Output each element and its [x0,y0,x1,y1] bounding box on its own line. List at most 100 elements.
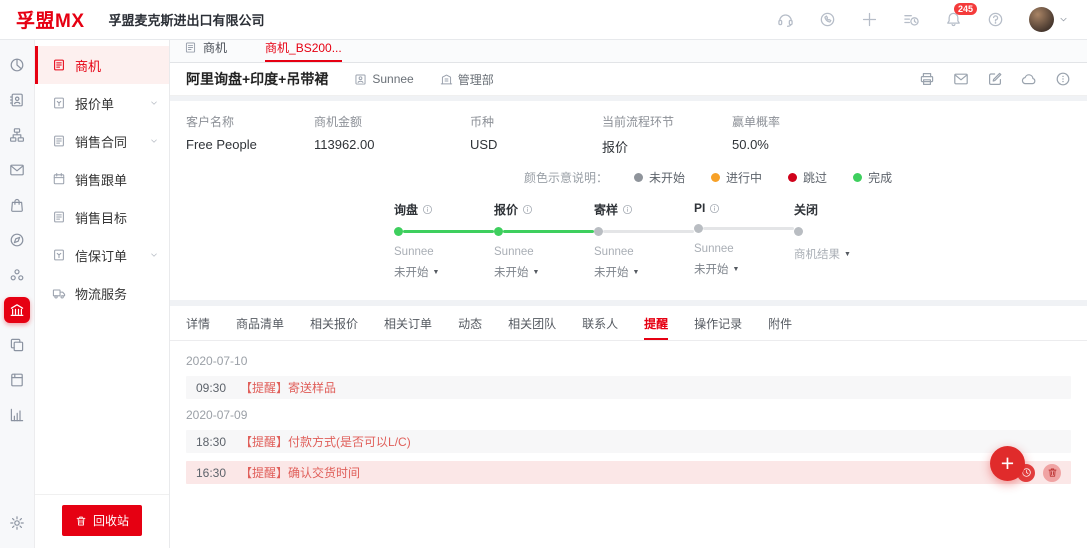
detail-tab[interactable]: 相关团队 [508,317,557,331]
delete-reminder-icon[interactable] [1043,463,1061,482]
menu-doc-icon [52,58,66,72]
menu-doc-icon [52,96,66,110]
menu-doc-icon [52,210,66,224]
company-name: 孚盟麦克斯进出口有限公司 [108,13,265,28]
step-status-dropdown[interactable]: 未开始 ▼ [594,267,640,279]
info-icon[interactable] [622,204,633,215]
doc-icon [184,41,197,54]
print-icon[interactable] [919,71,935,87]
step-dot [394,227,403,236]
mail-icon[interactable] [4,157,30,183]
detail-panel: 详情 商品清单 相关报价 相关订单 动态 相关团队 联系人 提醒 操作记录 附件 2020-07-… [170,306,1087,548]
reminder-row[interactable]: 18:30 【提醒】付款方式(是否可以L/C) [186,430,1071,453]
step-dot [794,227,803,236]
process-step: PI Sunnee 未开始 ▼ [694,201,794,280]
detail-tab[interactable]: 附件 [768,317,793,331]
detail-tab[interactable]: 动态 [458,317,483,331]
field-value: 50.0% [732,137,769,152]
chat-icon[interactable] [819,11,836,28]
detail-tab[interactable]: 商品清单 [236,317,285,331]
info-icon[interactable] [522,204,533,215]
step-status-dropdown[interactable]: 未开始 ▼ [494,267,540,279]
sidebar-item[interactable]: 销售跟单 [35,160,169,198]
caret-down-icon: ▼ [732,265,740,273]
info-icon[interactable] [709,203,720,214]
legend-label: 跳过 [803,171,828,185]
notebook-icon[interactable] [4,367,30,393]
reminder-row[interactable]: 16:30 【提醒】确认交货时间 [186,461,1071,484]
avatar [1029,7,1054,32]
document-tab[interactable]: 商机_BS200... [265,40,342,62]
send-mail-icon[interactable] [953,71,969,87]
cloud-icon[interactable] [1021,71,1037,87]
reminder-text: 【提醒】付款方式(是否可以L/C) [240,435,411,449]
reminder-row[interactable]: 09:30 【提醒】寄送样品 [186,376,1071,399]
menu-doc-icon [52,248,66,262]
process-step: 寄样 Sunnee 未开始 ▼ [594,201,694,280]
menu-doc-icon [52,134,66,148]
sidebar-item[interactable]: 销售目标 [35,198,169,236]
field-value: 报价 [602,140,629,155]
info-icon[interactable] [422,204,433,215]
step-line [603,230,694,233]
step-owner: Sunnee [694,243,734,255]
sidebar-item[interactable]: 销售合同 [35,122,169,160]
process-steps: 询盘 Sunnee 未开始 ▼ 报价 Sunnee 未开始 ▼ 寄样 Sunnee 未开始 ▼ PI Su… [394,201,1071,280]
add-fab-button[interactable]: + [990,446,1025,481]
menu-doc-icon [52,172,66,186]
sidebar-item-label: 销售跟单 [75,172,128,188]
top-header: 孚盟MX 孚盟麦克斯进出口有限公司 245 [0,0,1087,40]
sidebar-item[interactable]: 商机 [35,46,169,84]
header-actions: 245 [777,3,1069,32]
sidebar-footer: 回收站 [35,494,169,548]
step-line [703,227,794,230]
bar-chart-icon[interactable] [4,402,30,428]
notification-badge: 245 [954,3,978,15]
step-line [403,230,494,233]
trash-icon [75,515,87,527]
owner-icon [354,73,367,86]
compass-icon[interactable] [4,227,30,253]
department-name: 管理部 [457,72,494,87]
field-value: Free People [186,137,257,152]
detail-tab[interactable]: 操作记录 [694,317,743,331]
field: 赢单概率 50.0% [732,113,1071,156]
chevron-down-icon [149,98,159,108]
team-icon[interactable] [4,262,30,288]
field-value: USD [470,137,498,152]
sidebar-item[interactable]: 报价单 [35,84,169,122]
recycle-bin-button[interactable]: 回收站 [61,505,142,536]
document-tab[interactable]: 商机 [184,40,227,62]
sales-bank-icon[interactable] [4,297,30,323]
headset-icon[interactable] [777,11,794,28]
detail-tab[interactable]: 联系人 [582,317,619,331]
step-status-dropdown[interactable]: 未开始 ▼ [694,264,740,276]
help-icon[interactable] [987,11,1004,28]
detail-tab[interactable]: 相关订单 [384,317,433,331]
step-owner[interactable]: 商机结果 ▼ [794,249,851,261]
user-menu[interactable] [1029,7,1069,32]
step-status-dropdown[interactable]: 未开始 ▼ [394,267,440,279]
org-chart-icon[interactable] [4,122,30,148]
detail-tab[interactable]: 相关报价 [310,317,359,331]
step-dot [694,224,703,233]
more-icon[interactable] [1055,71,1071,87]
step-label: 报价 [494,203,519,217]
legend-title: 颜色示意说明： [524,171,609,185]
gear-icon[interactable] [4,510,30,536]
edit-icon[interactable] [987,71,1003,87]
sidebar-item[interactable]: 物流服务 [35,274,169,312]
sidebar-item-label: 信保订单 [75,248,128,264]
quick-add-icon[interactable] [861,11,878,28]
notifications-bell-icon[interactable]: 245 [945,3,978,28]
detail-tab[interactable]: 详情 [186,317,211,331]
step-label: PI [694,201,706,215]
history-icon[interactable] [903,11,920,28]
detail-tab[interactable]: 提醒 [644,315,669,340]
copy-docs-icon[interactable] [4,332,30,358]
pie-chart-icon[interactable] [4,52,30,78]
step-owner: Sunnee [394,246,434,258]
shopping-bag-icon[interactable] [4,192,30,218]
address-book-icon[interactable] [4,87,30,113]
sidebar-item[interactable]: 信保订单 [35,236,169,274]
